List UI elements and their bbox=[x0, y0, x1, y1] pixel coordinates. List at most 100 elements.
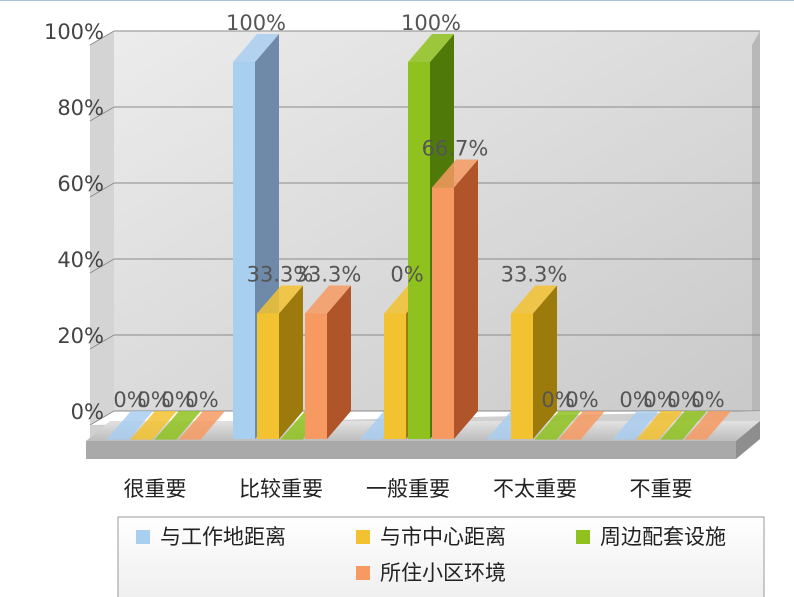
y-tick-label: 60% bbox=[57, 172, 104, 196]
bar-front bbox=[637, 439, 659, 440]
data-label: 0% bbox=[390, 262, 423, 286]
bars bbox=[107, 34, 731, 440]
bar-front bbox=[131, 439, 153, 440]
plot-side-wall bbox=[90, 31, 114, 425]
bar-top bbox=[432, 159, 478, 188]
data-label: 33.3% bbox=[501, 262, 568, 286]
grid-line-side bbox=[89, 334, 115, 350]
data-labels: 0%0%0%0%100%33.3%33.3% 0%100%66.7%33.3%0%… bbox=[113, 11, 724, 412]
y-tick-label: 40% bbox=[57, 248, 104, 272]
bar bbox=[155, 411, 201, 440]
legend-item: 所住小区环境 bbox=[356, 561, 506, 585]
bar-front bbox=[305, 313, 327, 439]
legend-label: 与市中心距离 bbox=[380, 525, 506, 549]
bar-side bbox=[454, 159, 478, 439]
legend-box bbox=[117, 516, 765, 597]
bar bbox=[661, 411, 707, 440]
bar-top bbox=[233, 34, 279, 62]
legend-label: 周边配套设施 bbox=[600, 525, 726, 549]
grid-line-side bbox=[89, 410, 115, 426]
category-label: 不重要 bbox=[630, 477, 693, 501]
bar-top bbox=[155, 411, 201, 439]
data-label: 0% bbox=[667, 388, 700, 412]
legend-label: 所住小区环境 bbox=[380, 561, 506, 585]
bar-front bbox=[155, 439, 177, 440]
data-label: 0% bbox=[643, 388, 676, 412]
bar-front bbox=[281, 439, 303, 440]
data-label: 0% bbox=[691, 388, 724, 412]
bar-top bbox=[257, 285, 303, 314]
y-tick-label: 0% bbox=[71, 400, 104, 424]
bar-top bbox=[637, 411, 683, 439]
bar-front bbox=[559, 439, 581, 440]
bar-top bbox=[131, 411, 177, 439]
bar-top bbox=[305, 285, 351, 314]
legend-item: 与市中心距离 bbox=[356, 525, 506, 549]
bar bbox=[613, 411, 659, 440]
category-label: 比较重要 bbox=[239, 477, 323, 501]
bar-front bbox=[179, 439, 201, 440]
bar-front bbox=[233, 62, 255, 439]
bar bbox=[179, 411, 225, 440]
bar-top bbox=[535, 411, 581, 439]
bar bbox=[685, 411, 731, 440]
category-label: 不太重要 bbox=[493, 477, 577, 501]
bar-top bbox=[511, 285, 557, 314]
y-tick-label: 100% bbox=[44, 20, 104, 44]
y-axis-ticks: 0% 20% 40% 60% 80% 100% bbox=[44, 20, 104, 424]
legend-item: 周边配套设施 bbox=[576, 525, 726, 549]
category-label: 很重要 bbox=[124, 477, 187, 501]
data-label: 100% bbox=[401, 11, 461, 35]
bar bbox=[511, 285, 557, 439]
data-label: 0% bbox=[113, 388, 146, 412]
bar-front bbox=[487, 439, 509, 440]
bar-front bbox=[511, 313, 533, 439]
bar-front bbox=[661, 439, 683, 440]
bar bbox=[432, 159, 478, 439]
data-label: 33.3% bbox=[247, 262, 314, 286]
bar bbox=[257, 285, 303, 439]
bar bbox=[535, 411, 581, 440]
bar-front bbox=[257, 313, 279, 439]
bar bbox=[131, 411, 177, 440]
plot-floor-front bbox=[86, 441, 736, 459]
bar-top bbox=[408, 34, 454, 62]
bar bbox=[559, 411, 605, 440]
bar-front bbox=[685, 439, 707, 440]
legend-swatch bbox=[576, 530, 590, 544]
bar-top bbox=[559, 411, 605, 439]
data-label: 0% bbox=[161, 388, 194, 412]
y-tick-label: 20% bbox=[57, 324, 104, 348]
data-label: 100% bbox=[226, 11, 286, 35]
grid-line-side bbox=[89, 30, 115, 46]
legend-swatch bbox=[136, 530, 150, 544]
y-tick-label: 80% bbox=[57, 96, 104, 120]
legend-swatch bbox=[356, 566, 370, 580]
data-label: 0% bbox=[137, 388, 170, 412]
data-label: 33.3% bbox=[295, 262, 362, 286]
plot-floor-side bbox=[736, 421, 760, 459]
bar-top bbox=[179, 411, 225, 439]
bar bbox=[107, 411, 153, 440]
legend-label: 与工作地距离 bbox=[160, 525, 286, 549]
bar-side bbox=[327, 285, 351, 439]
bar-front bbox=[613, 439, 635, 440]
legend-swatch bbox=[356, 530, 370, 544]
bar-top bbox=[107, 411, 153, 439]
bar-top bbox=[685, 411, 731, 439]
bar-top bbox=[661, 411, 707, 439]
category-labels: 很重要 比较重要 一般重要 不太重要 不重要 bbox=[124, 477, 693, 501]
category-label: 一般重要 bbox=[366, 477, 450, 501]
bar-front bbox=[432, 187, 454, 439]
bar-front bbox=[408, 62, 430, 439]
data-label: 66.7% bbox=[422, 137, 489, 161]
data-label: 0% bbox=[565, 388, 598, 412]
plot-right-edge bbox=[752, 31, 760, 425]
grid-line-side bbox=[89, 258, 115, 274]
data-label: 0% bbox=[185, 388, 218, 412]
bar bbox=[637, 411, 683, 440]
bar-side bbox=[533, 285, 557, 439]
bar-front bbox=[535, 439, 557, 440]
